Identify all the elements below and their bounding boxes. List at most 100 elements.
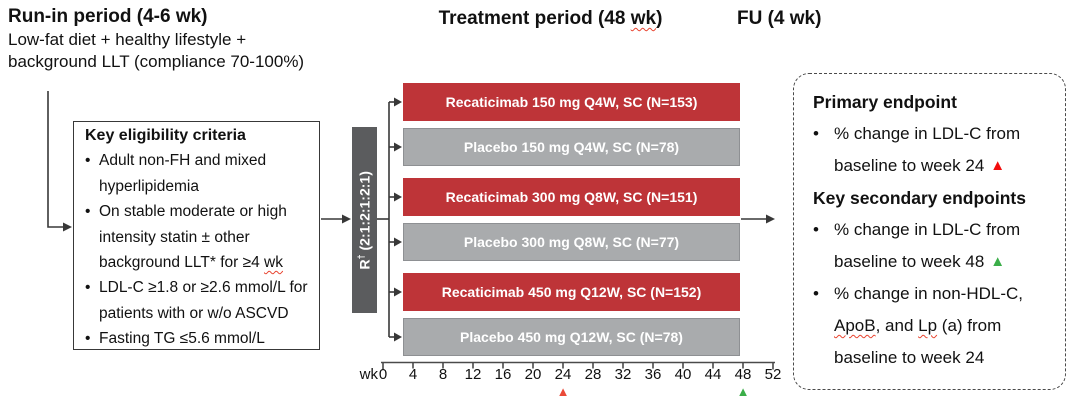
bullet-spacer (813, 150, 834, 182)
axis-tick-label: 12 (464, 366, 482, 383)
endpoint-text: baseline to week 24 (834, 156, 985, 175)
treatment-period-title-wk: wk (630, 8, 657, 29)
endpoint-text: % change in LDL-C from (834, 220, 1021, 239)
branch-arrowhead-arm2-icon (394, 142, 402, 152)
arm-bar-recaticimab-300: Recaticimab 300 mg Q8W, SC (N=151) (403, 178, 740, 216)
eligibility-title: Key eligibility criteria (85, 127, 246, 144)
branch-arrowhead-arm4-icon (394, 237, 402, 247)
bullet-icon: • (813, 284, 819, 303)
axis-tick-label: 16 (494, 366, 512, 383)
eligibility-text-pre: background LLT* for ≥4 (99, 254, 265, 272)
arm-bar-recaticimab-450: Recaticimab 450 mg Q12W, SC (N=152) (403, 273, 740, 311)
bullet-icon: • (85, 203, 91, 221)
runin-period-subtitle: Low-fat diet + healthy lifestyle + backg… (8, 29, 304, 73)
branch-arrowhead-arm6-icon (394, 332, 402, 342)
axis-unit-label: wk (359, 366, 378, 383)
endpoints-box: Primary endpoint • % change in LDL-C from… (793, 73, 1066, 390)
bullet-icon: • (85, 279, 91, 297)
axis-tick-label: 28 (584, 366, 602, 383)
branch-arrowhead-arm1-icon (394, 97, 402, 107)
runin-subtitle-line2: background LLT (compliance 70-100%) (8, 52, 305, 71)
endpoint-line: ApoB, and Lp (a) from (813, 310, 1057, 342)
randomization-dagger: † (356, 254, 367, 260)
runin-connector-line (47, 91, 63, 228)
eligibility-line: • On stable moderate or high (85, 199, 315, 224)
arm-bar-placebo-300: Placebo 300 mg Q8W, SC (N=77) (403, 223, 740, 261)
eligibility-text: background LLT* for ≥4 wk (99, 250, 283, 275)
axis-tick-label: 24 (554, 366, 572, 383)
eligibility-line: • LDL-C ≥1.8 or ≥2.6 mmol/L for (85, 275, 315, 300)
endpoint-line: • % change in LDL-C from (813, 214, 1057, 246)
eligibility-text: intensity statin ± other (99, 228, 250, 246)
eligibility-line: intensity statin ± other (85, 225, 315, 250)
eligibility-text: On stable moderate or high (99, 203, 287, 221)
runin-subtitle-line1: Low-fat diet + healthy lifestyle + (8, 30, 247, 49)
arm-bar-recaticimab-150: Recaticimab 150 mg Q4W, SC (N=153) (403, 83, 740, 121)
axis-tick-label: 8 (438, 366, 448, 383)
eligibility-text: Fasting TG ≤5.6 mmol/L (99, 330, 265, 348)
axis-tick-label: 4 (408, 366, 418, 383)
randomization-ratio: (2:1:2:1:2:1) (356, 170, 373, 255)
eligibility-line: hyperlipidemia (85, 174, 315, 199)
endpoint-text-end: (a) from (937, 316, 1002, 335)
eligibility-text: Adult non-FH and mixed (99, 152, 267, 170)
eligibility-text: patients with or w/o ASCVD (99, 304, 289, 322)
eligibility-text-wk: wk (264, 254, 283, 272)
endpoint-text: baseline to week 24 (834, 348, 985, 367)
bullet-spacer (813, 342, 834, 374)
eligibility-line: • Adult non-FH and mixed (85, 148, 315, 173)
endpoint-text-mid: , and (875, 316, 919, 335)
bullet-icon: • (85, 330, 91, 348)
endpoint-text: % change in LDL-C from (834, 124, 1021, 143)
axis-tick-label: 36 (644, 366, 662, 383)
secondary-endpoints-title: Key secondary endpoints (813, 188, 1026, 208)
bullet-icon: • (813, 124, 819, 143)
eligibility-text: LDL-C ≥1.8 or ≥2.6 mmol/L for (99, 279, 308, 297)
runin-arrowhead-icon (63, 222, 72, 232)
eligibility-criteria-box: Key eligibility criteria • Adult non-FH a… (73, 121, 320, 350)
eligibility-to-r-arrowhead-icon (342, 214, 351, 224)
primary-endpoint-title: Primary endpoint (813, 92, 957, 112)
week24-red-triangle-icon: ▲ (556, 384, 570, 399)
endpoint-line: baseline to week 24 ▲ (813, 150, 1057, 182)
bullet-spacer (813, 310, 834, 342)
follow-up-period-title: FU (4 wk) (737, 8, 822, 29)
endpoint-text-apob: ApoB (834, 316, 876, 335)
bullet-icon (85, 250, 99, 275)
axis-tick-label: 0 (378, 366, 388, 383)
bullet-icon: • (813, 220, 819, 239)
endpoint-text: ApoB, and Lp (a) from (834, 310, 1001, 342)
axis-tick-label: 44 (704, 366, 722, 383)
endpoint-text: % change in non-HDL-C, (834, 284, 1023, 303)
arm-bar-placebo-450: Placebo 450 mg Q12W, SC (N=78) (403, 318, 740, 356)
arms-to-endpoints-arrowhead-icon (766, 214, 775, 224)
axis-tick-label: 20 (524, 366, 542, 383)
week48-green-triangle-icon: ▲ (736, 384, 750, 399)
axis-tick-label: 52 (764, 366, 782, 383)
axis-tick-label: 32 (614, 366, 632, 383)
eligibility-line: patients with or w/o ASCVD (85, 301, 315, 326)
bullet-icon (85, 301, 99, 326)
runin-period-title: Run-in period (4-6 wk) (8, 6, 208, 27)
eligibility-line: background LLT* for ≥4 wk (85, 250, 315, 275)
axis-tick-label: 48 (734, 366, 752, 383)
randomization-box: R† (2:1:2:1:2:1) (352, 127, 377, 313)
green-triangle-icon: ▲ (990, 253, 1006, 270)
endpoint-line: baseline to week 24 (813, 342, 1057, 374)
endpoint-text: baseline to week 48 (834, 252, 985, 271)
endpoint-line: baseline to week 48 ▲ (813, 246, 1057, 278)
treatment-period-title: Treatment period (48 wk) (423, 8, 678, 30)
bullet-icon (85, 174, 99, 199)
treatment-period-title-text: Treatment period (48 (438, 8, 631, 29)
arm-bar-placebo-150: Placebo 150 mg Q4W, SC (N=78) (403, 128, 740, 166)
red-triangle-icon: ▲ (990, 157, 1006, 174)
eligibility-text: hyperlipidemia (99, 177, 199, 195)
treatment-period-title-paren: ) (656, 8, 663, 29)
bullet-icon (85, 225, 99, 250)
bullet-icon: • (85, 152, 91, 170)
endpoint-line: • % change in LDL-C from (813, 118, 1057, 150)
branch-arrowhead-arm3-icon (394, 192, 402, 202)
randomization-r: R (356, 259, 373, 270)
bullet-spacer (813, 246, 834, 278)
